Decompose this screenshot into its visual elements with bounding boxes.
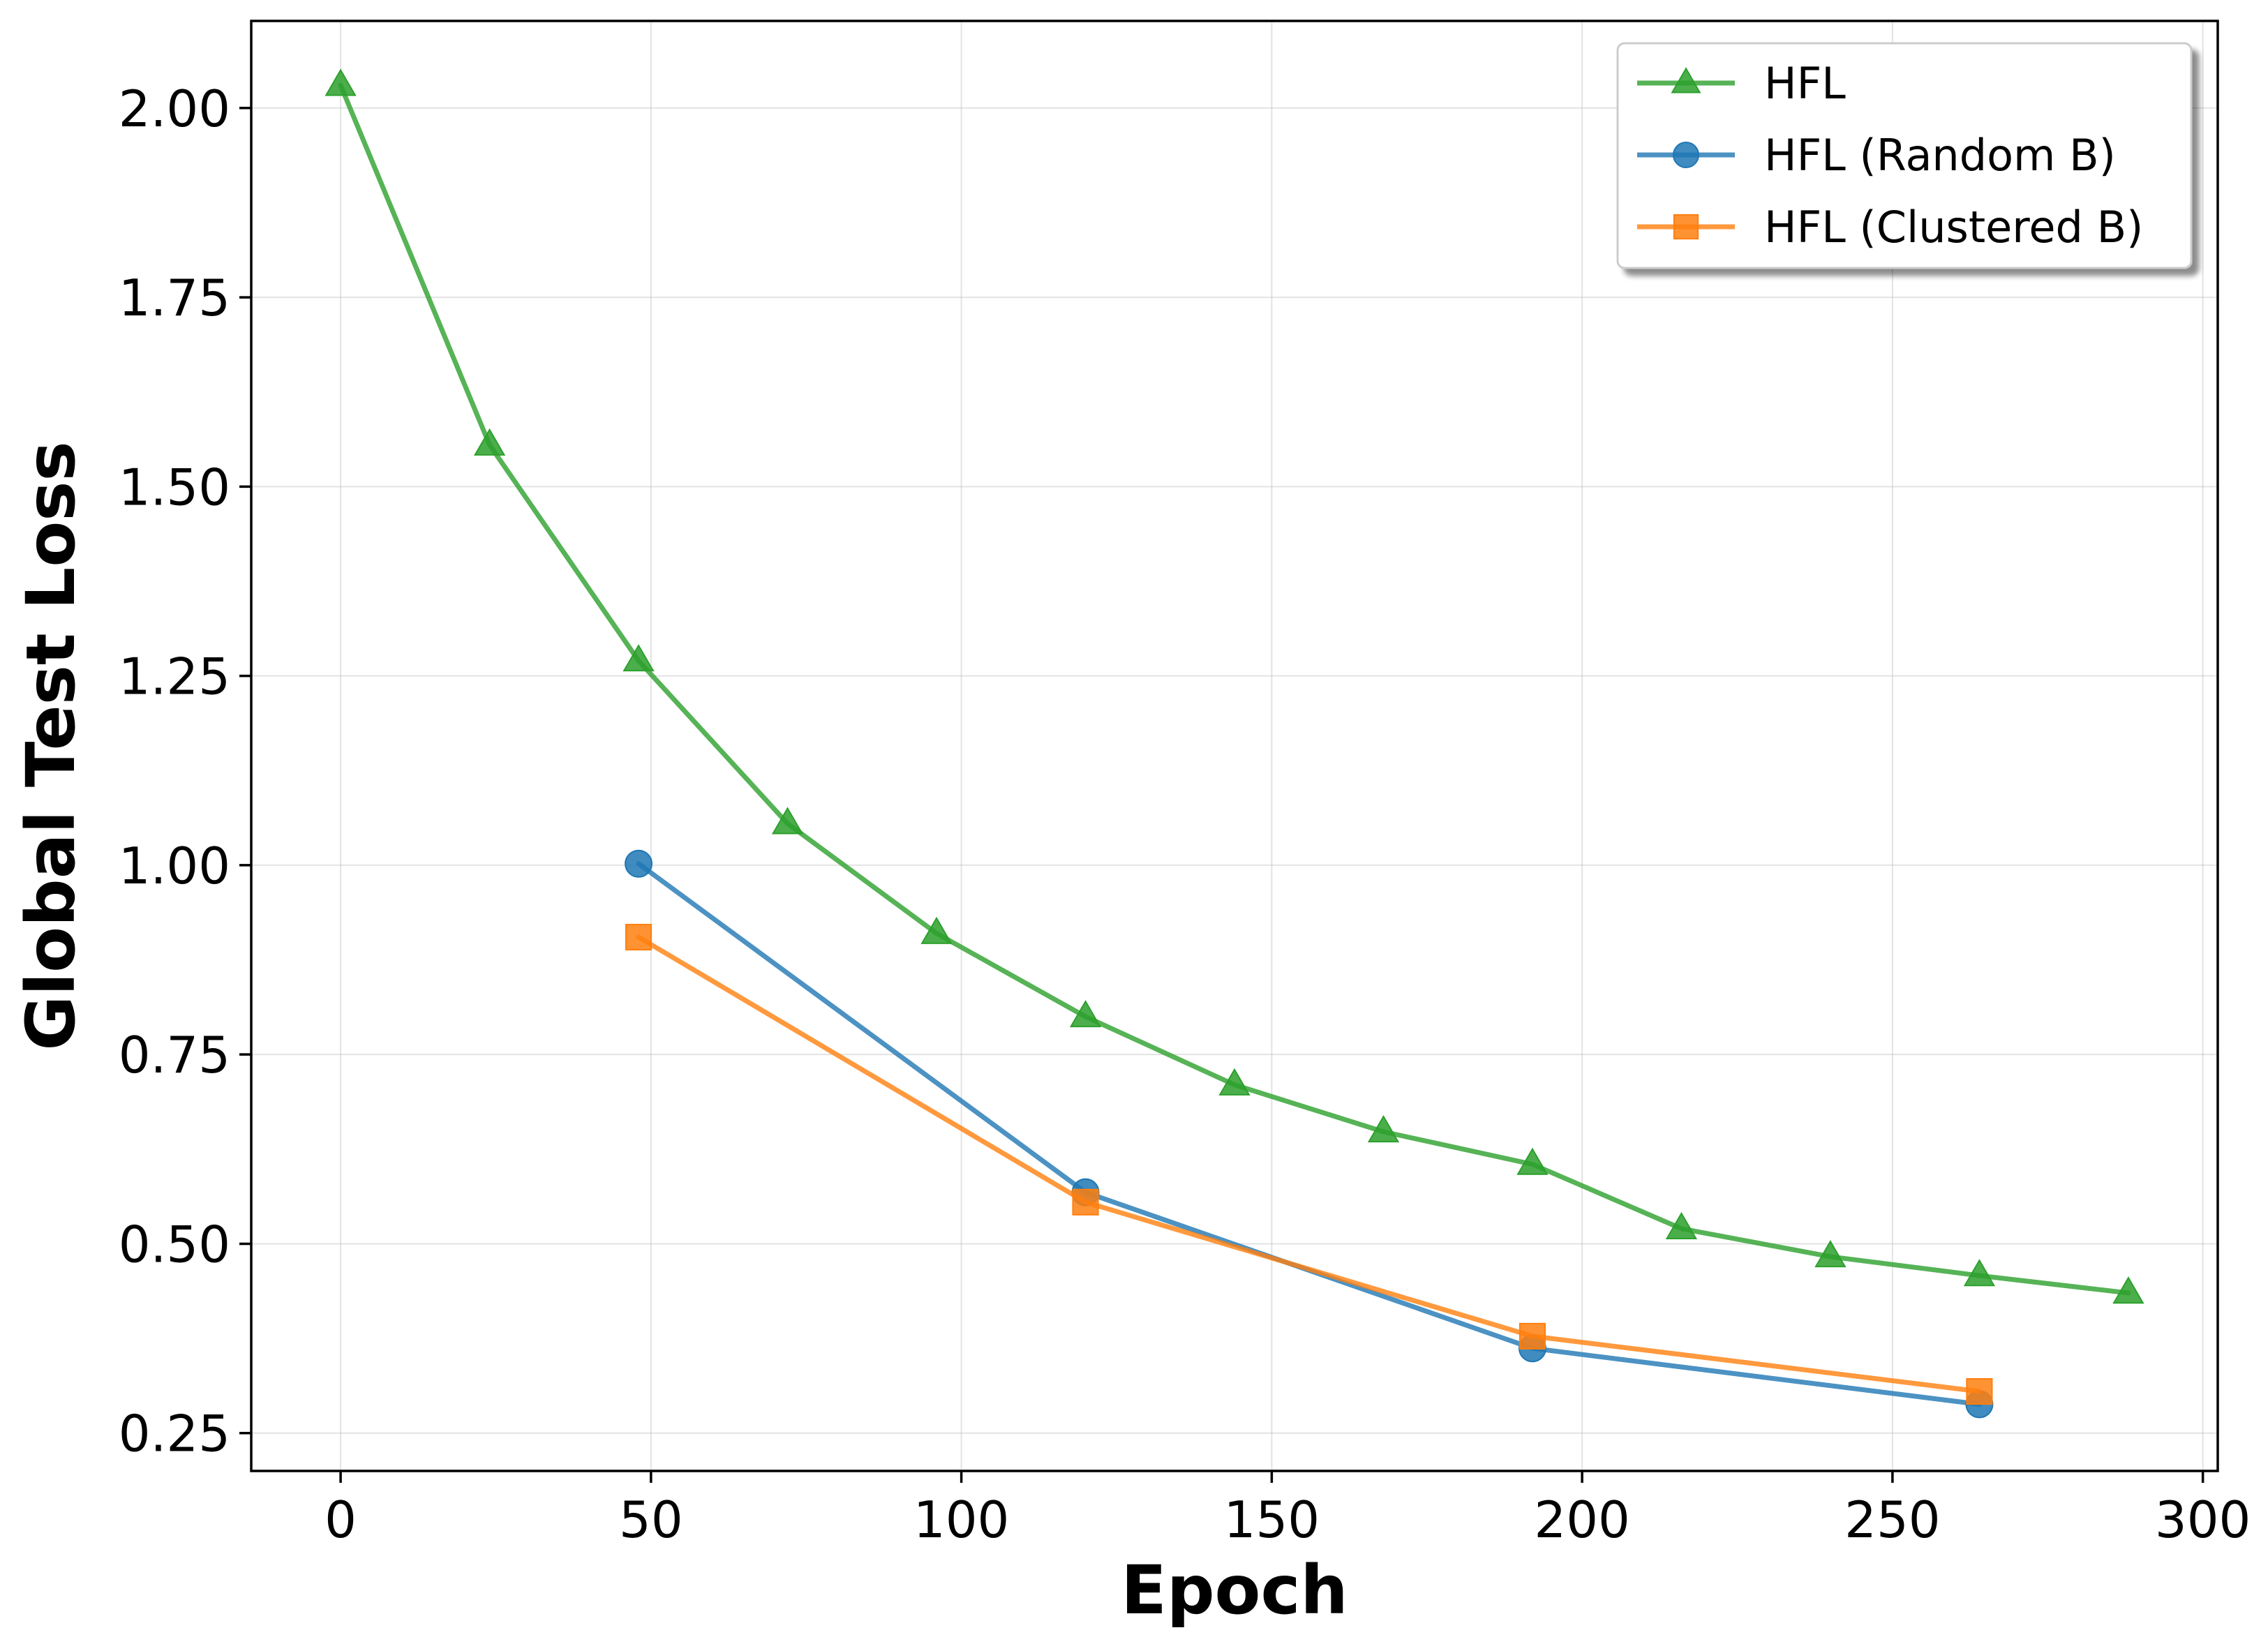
data-point: [1069, 1000, 1102, 1028]
legend: HFL HFL (Random B) HFL (Clustered B): [1616, 42, 2193, 269]
plot-frame: [250, 20, 2219, 1472]
y-tick-label: 1.50: [119, 458, 230, 516]
legend-item: HFL: [1637, 58, 1846, 109]
legend-item: HFL (Clustered B): [1637, 202, 2143, 253]
data-point: [1665, 1211, 1698, 1240]
y-tick-label: 0.50: [119, 1215, 230, 1273]
legend-label: HFL: [1764, 58, 1846, 109]
data-point: [473, 428, 506, 456]
y-tick-label: 0.75: [119, 1026, 230, 1084]
data-point: [1963, 1259, 1996, 1287]
y-axis: 0.25 0.50 0.75 1.00 1.25 1.50 1.75 2.00: [119, 80, 251, 1463]
x-tick-label: 200: [1534, 1490, 1629, 1549]
y-tick-label: 1.25: [119, 648, 230, 706]
series-line: [636, 934, 1982, 1394]
y-tick-label: 0.25: [119, 1405, 230, 1463]
data-point: [625, 923, 652, 951]
y-tick-label: 2.00: [119, 80, 230, 138]
legend-label: HFL (Clustered B): [1764, 202, 2143, 253]
data-point: [625, 849, 653, 878]
y-tick-label: 1.75: [119, 269, 230, 327]
data-point: [771, 807, 804, 835]
data-point: [1814, 1240, 1847, 1268]
data-point: [920, 916, 953, 944]
x-axis: 0 50 100 150 200 250 300: [324, 1471, 2251, 1549]
data-point: [1072, 1188, 1099, 1216]
data-point: [324, 68, 357, 96]
x-tick-label: 300: [2155, 1490, 2251, 1549]
series-hfl: [324, 68, 2144, 1304]
data-point: [1218, 1068, 1251, 1096]
x-tick-label: 250: [1844, 1490, 1940, 1549]
x-tick-label: 0: [324, 1490, 357, 1549]
legend-box: [1616, 42, 2193, 269]
x-tick-label: 50: [619, 1490, 683, 1549]
data-point: [1367, 1115, 1400, 1143]
data-point: [622, 644, 655, 672]
series-hfl-clustered-b: [625, 923, 1993, 1405]
grid: [251, 21, 2218, 1471]
y-tick-label: 1.00: [119, 837, 230, 895]
legend-item: HFL (Random B): [1637, 130, 2116, 181]
x-tick-label: 100: [913, 1490, 1009, 1549]
data-point: [2112, 1276, 2144, 1304]
data-point: [1519, 1322, 1546, 1350]
series-layer: [324, 68, 2144, 1419]
x-axis-title: Epoch: [1121, 1551, 1348, 1629]
x-tick-label: 150: [1224, 1490, 1320, 1549]
legend-marker: [1673, 214, 1699, 240]
y-axis-title: Global Test Loss: [12, 441, 90, 1050]
legend-marker: [1671, 67, 1701, 94]
legend-marker: [1673, 142, 1699, 168]
data-point: [1516, 1147, 1549, 1175]
data-point: [1966, 1378, 1993, 1405]
legend-label: HFL (Random B): [1764, 130, 2116, 181]
